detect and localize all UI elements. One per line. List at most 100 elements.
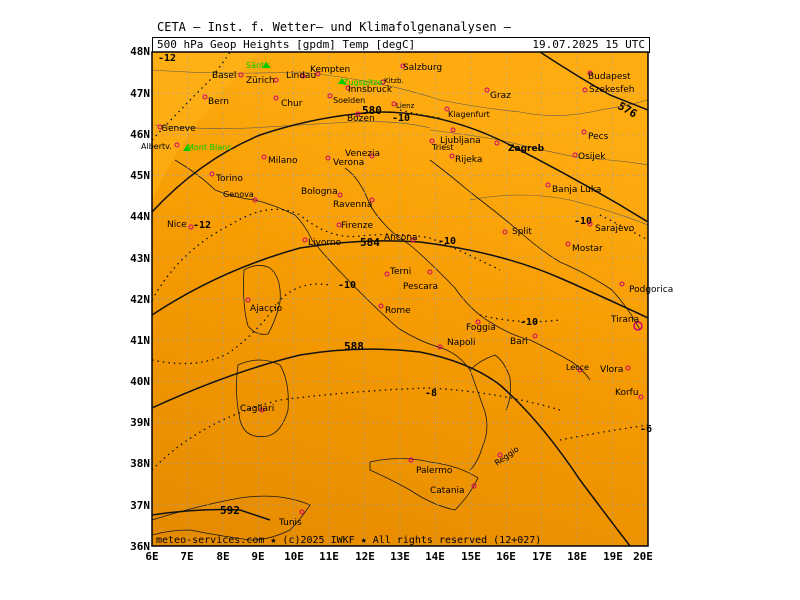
city-bern: Bern: [202, 94, 229, 107]
svg-text:Podgorica: Podgorica: [629, 285, 673, 295]
city-albertv: Albertv.: [141, 142, 180, 151]
header-valid-time: 19.07.2025 15 UTC: [532, 38, 645, 51]
svg-text:Graz: Graz: [490, 91, 511, 101]
contour-588: [152, 348, 631, 546]
label-temp-nice: -12: [193, 220, 211, 231]
city-chur: Chur: [273, 95, 303, 109]
temp-labels: -12 -10 -10 -10 -10 -10 -8 -6 -12: [158, 53, 652, 435]
city-terni: Terni: [384, 267, 411, 277]
svg-text:Ajaccio: Ajaccio: [250, 304, 283, 314]
svg-text:Kempten: Kempten: [310, 65, 350, 75]
city-bologna: Bologna: [301, 187, 343, 198]
city-osijek: Osijek: [572, 152, 606, 162]
svg-text:Nice: Nice: [167, 220, 187, 230]
city-ajaccio: Ajaccio: [245, 297, 283, 314]
label-temp-c: -10: [438, 236, 456, 247]
city-zurich: Zürich: [246, 76, 279, 86]
city-triest: Triest: [429, 138, 453, 152]
svg-text:Lecce: Lecce: [566, 363, 589, 372]
lat-label: 37N: [130, 499, 150, 512]
svg-text:Foggia: Foggia: [466, 323, 496, 333]
city-tirana: Tirana: [610, 315, 643, 331]
city-soelden: Soelden: [327, 93, 365, 105]
header-box: 500 hPa Geop Heights [gpdm] Temp [degC] …: [152, 37, 650, 53]
city-livorno: Livorno: [302, 237, 342, 248]
city-vlora: Vlora: [600, 365, 631, 375]
svg-text:Zagreb: Zagreb: [508, 144, 545, 154]
peak-markers: Säntis Zugspitze Mont Blanc: [183, 61, 382, 152]
svg-text:Basel: Basel: [212, 71, 236, 81]
svg-text:Tirana: Tirana: [610, 315, 639, 325]
svg-text:Triest: Triest: [431, 143, 453, 152]
city-pecs: Pecs: [581, 129, 609, 142]
city-zagreb: Zagreb: [494, 140, 545, 154]
city-nice: Nice: [167, 220, 194, 230]
lon-label: 20E: [633, 550, 653, 563]
label-592: 592: [220, 504, 240, 517]
lon-label: 18E: [567, 550, 587, 563]
svg-text:Torino: Torino: [215, 174, 243, 184]
svg-text:Ancona: Ancona: [384, 233, 418, 243]
city-szekesfeh: Szekesfeh: [582, 85, 635, 95]
svg-text:Chur: Chur: [281, 99, 303, 109]
contour-580: [152, 111, 648, 223]
label-580: 580: [362, 104, 382, 117]
lon-label: 17E: [532, 550, 552, 563]
city-banja-luka: Banja Luka: [545, 182, 601, 195]
city-mostar: Mostar: [565, 241, 603, 254]
lon-label: 11E: [319, 550, 339, 563]
coastlines: [152, 69, 648, 541]
lat-label: 40N: [130, 375, 150, 388]
svg-text:Ljubljana: Ljubljana: [440, 136, 481, 146]
svg-text:Vlora: Vlora: [600, 365, 623, 375]
svg-text:Mostar: Mostar: [572, 244, 603, 254]
city-tunis: Tunis: [278, 509, 305, 528]
svg-text:Verona: Verona: [333, 158, 364, 168]
svg-text:Geneve: Geneve: [161, 124, 196, 134]
contour-584: [152, 240, 648, 319]
lat-label: 46N: [130, 128, 150, 141]
svg-text:Sarajevo: Sarajevo: [595, 224, 635, 234]
lon-label: 15E: [461, 550, 481, 563]
svg-text:Pescara: Pescara: [403, 282, 438, 292]
city-pescara: Pescara: [403, 269, 438, 292]
svg-text:Budapest: Budapest: [588, 72, 631, 82]
svg-text:Osijek: Osijek: [578, 152, 606, 162]
city-klagenfurt: Klagenfurt: [444, 106, 490, 119]
svg-text:Zürich: Zürich: [246, 76, 275, 86]
svg-text:Venezia: Venezia: [345, 149, 380, 159]
svg-text:Split: Split: [512, 227, 532, 237]
city-ravenna: Ravenna: [333, 197, 375, 210]
temperature-contours: [152, 52, 648, 471]
svg-text:Napoli: Napoli: [447, 338, 475, 348]
svg-text:Bologna: Bologna: [301, 187, 338, 197]
svg-text:Tunis: Tunis: [278, 518, 302, 528]
svg-text:Rome: Rome: [385, 306, 411, 316]
lat-label: 39N: [130, 416, 150, 429]
svg-text:Mont Blanc: Mont Blanc: [187, 143, 232, 152]
lat-label: 38N: [130, 457, 150, 470]
city-kitzb: Kitzb.: [380, 77, 404, 85]
city-verona: Verona: [325, 155, 364, 168]
svg-text:Milano: Milano: [268, 156, 298, 166]
lon-label: 10E: [284, 550, 304, 563]
lat-label: 47N: [130, 87, 150, 100]
city-rome: Rome: [378, 303, 411, 316]
city-geneve: Geneve: [157, 124, 196, 134]
lon-label: 12E: [355, 550, 375, 563]
city-catania: Catania: [430, 483, 477, 496]
peak-mont-blanc: Mont Blanc: [183, 143, 232, 152]
city-markers: Basel Zürich Lindau Kempten Salzburg Kit…: [141, 63, 673, 528]
city-rijeka: Rijeka: [449, 153, 482, 165]
svg-text:Rijeka: Rijeka: [455, 155, 482, 165]
city-genova: Genova: [223, 190, 258, 203]
lat-label: 41N: [130, 334, 150, 347]
svg-text:Firenze: Firenze: [341, 221, 373, 231]
lon-label: 6E: [145, 550, 159, 563]
city-lecce: Lecce: [566, 363, 589, 373]
city-torino: Torino: [209, 171, 243, 184]
svg-text:Klagenfurt: Klagenfurt: [448, 110, 490, 119]
city-lindau: Lindau: [286, 71, 316, 81]
svg-text:Albertv.: Albertv.: [141, 142, 172, 151]
peak-santis: Säntis: [246, 61, 271, 70]
